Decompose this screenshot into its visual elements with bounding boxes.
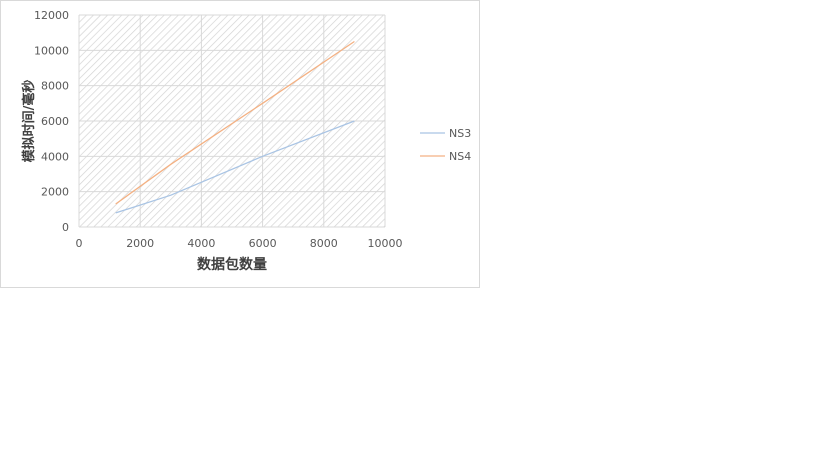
x-tick-label: 6000 xyxy=(249,237,277,250)
legend-label-ns3: NS3 xyxy=(449,127,471,140)
y-tick-label: 8000 xyxy=(41,80,69,93)
x-tick-label: 8000 xyxy=(310,237,338,250)
legend-label-ns4: NS4 xyxy=(449,150,471,163)
gridlines xyxy=(78,14,386,228)
series-line-ns3 xyxy=(115,120,355,214)
x-tick-label: 10000 xyxy=(368,237,403,250)
line-chart: 0 2000 4000 6000 8000 10000 12000 0 2000 4000 600… xyxy=(21,9,471,273)
x-tick-label: 2000 xyxy=(126,237,154,250)
legend: NS3 NS4 xyxy=(420,127,471,163)
x-axis-label: 数据包数量 xyxy=(197,256,267,273)
y-axis-label: 模拟时间/毫秒 xyxy=(21,80,37,163)
y-tick-label: 2000 xyxy=(41,186,69,199)
x-tick-label: 4000 xyxy=(187,237,215,250)
y-tick-label: 0 xyxy=(62,221,69,234)
series-line-ns4 xyxy=(115,40,355,205)
y-tick-label: 10000 xyxy=(34,44,69,57)
y-tick-label: 4000 xyxy=(41,150,69,163)
chart-frame: 0 2000 4000 6000 8000 10000 12000 0 2000 4000 600… xyxy=(0,0,480,288)
y-tick-label: 6000 xyxy=(41,115,69,128)
y-tick-labels: 0 2000 4000 6000 8000 10000 12000 xyxy=(34,9,69,234)
y-tick-label: 12000 xyxy=(34,9,69,22)
x-tick-labels: 0 2000 4000 6000 8000 10000 xyxy=(76,237,403,250)
series-lines xyxy=(115,40,355,214)
x-tick-label: 0 xyxy=(76,237,83,250)
